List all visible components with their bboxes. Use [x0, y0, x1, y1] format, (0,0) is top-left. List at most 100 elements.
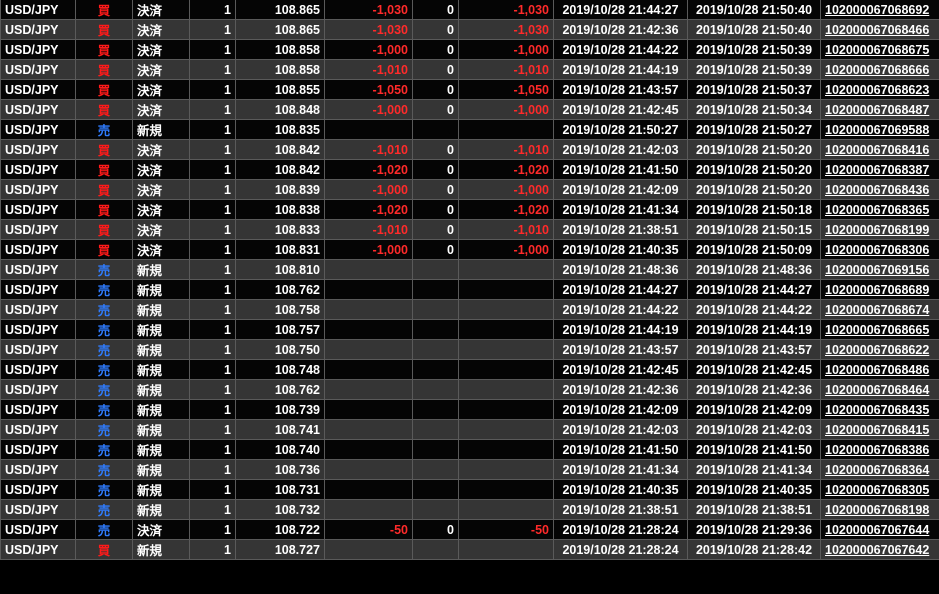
trade-side-cell: 買 [75, 539, 133, 560]
table-row[interactable]: USD/JPY 売新規 1 108.736 2019/10/28 21:41:34 201… [0, 459, 939, 480]
order-id-link[interactable]: 102000067068364 [825, 462, 930, 477]
order-id-link[interactable]: 102000067068466 [825, 22, 930, 37]
table-row[interactable]: USD/JPY 売新規 1 108.732 2019/10/28 21:38:51 201… [0, 499, 939, 520]
table-row[interactable]: USD/JPY 売新規 1 108.758 2019/10/28 21:44:22 201… [0, 299, 939, 320]
table-row[interactable]: USD/JPY 買決済 1 108.855 -1,050 0 -1,050 2019/10/2… [0, 79, 939, 100]
table-row[interactable]: USD/JPY 買決済 1 108.858 -1,010 0 -1,010 2019/10/2… [0, 59, 939, 80]
table-row[interactable]: USD/JPY 売新規 1 108.835 2019/10/28 21:50:27 201… [0, 119, 939, 140]
table-row[interactable]: USD/JPY 買決済 1 108.848 -1,000 0 -1,000 2019/10/2… [0, 99, 939, 120]
currency-pair-cell: USD/JPY [0, 119, 76, 140]
currency-pair-cell: USD/JPY [0, 79, 76, 100]
order-id-link[interactable]: 102000067068306 [825, 242, 930, 257]
swap-points-cell [412, 539, 459, 560]
execution-price-cell: 108.748 [235, 359, 325, 380]
execution-price-cell: 108.757 [235, 319, 325, 340]
profit-loss-cell: -1,020 [324, 159, 413, 180]
order-id-link-cell: 102000067068387 [820, 159, 939, 180]
order-id-link[interactable]: 102000067068622 [825, 342, 930, 357]
execution-time-cell: 2019/10/28 21:50:27 [687, 119, 821, 140]
order-id-link[interactable]: 102000067068435 [825, 402, 930, 417]
order-id-link[interactable]: 102000067067644 [825, 522, 930, 537]
order-id-link[interactable]: 102000067069588 [825, 122, 930, 137]
order-id-link[interactable]: 102000067069156 [825, 262, 930, 277]
order-id-link[interactable]: 102000067068675 [825, 42, 930, 57]
execution-time-cell: 2019/10/28 21:42:36 [687, 379, 821, 400]
total-profit-loss-cell [458, 279, 554, 300]
execution-price-cell: 108.858 [235, 59, 325, 80]
execution-time-cell: 2019/10/28 21:50:20 [687, 179, 821, 200]
table-row[interactable]: USD/JPY 売新規 1 108.762 2019/10/28 21:42:36 201… [0, 379, 939, 400]
order-time-cell: 2019/10/28 21:43:57 [553, 339, 688, 360]
order-type-cell: 新規 [132, 419, 190, 440]
total-profit-loss-cell [458, 419, 554, 440]
order-time-cell: 2019/10/28 21:41:34 [553, 459, 688, 480]
table-row[interactable]: USD/JPY 売新規 1 108.757 2019/10/28 21:44:19 201… [0, 319, 939, 340]
table-row[interactable]: USD/JPY 買決済 1 108.838 -1,020 0 -1,020 2019/10/2… [0, 199, 939, 220]
execution-price-cell: 108.731 [235, 479, 325, 500]
quantity-cell: 1 [189, 339, 236, 360]
table-row[interactable]: USD/JPY 買決済 1 108.842 -1,020 0 -1,020 2019/10/2… [0, 159, 939, 180]
order-id-link[interactable]: 102000067068415 [825, 422, 930, 437]
execution-price-cell: 108.758 [235, 299, 325, 320]
execution-price-cell: 108.838 [235, 199, 325, 220]
order-id-link[interactable]: 102000067068305 [825, 482, 930, 497]
order-time-cell: 2019/10/28 21:44:22 [553, 39, 688, 60]
table-row[interactable]: USD/JPY 売新規 1 108.748 2019/10/28 21:42:45 201… [0, 359, 939, 380]
order-id-link[interactable]: 102000067068666 [825, 62, 930, 77]
order-id-link[interactable]: 102000067068436 [825, 182, 930, 197]
table-row[interactable]: USD/JPY 売新規 1 108.741 2019/10/28 21:42:03 201… [0, 419, 939, 440]
table-row[interactable]: USD/JPY 売新規 1 108.810 2019/10/28 21:48:36 201… [0, 259, 939, 280]
table-row[interactable]: USD/JPY 買新規 1 108.727 2019/10/28 21:28:24 201… [0, 539, 939, 560]
table-row[interactable]: USD/JPY 買決済 1 108.833 -1,010 0 -1,010 2019/10/2… [0, 219, 939, 240]
quantity-cell: 1 [189, 159, 236, 180]
order-id-link[interactable]: 102000067068689 [825, 282, 930, 297]
table-row[interactable]: USD/JPY 買決済 1 108.858 -1,000 0 -1,000 2019/10/2… [0, 39, 939, 60]
currency-pair-cell: USD/JPY [0, 139, 76, 160]
execution-time-cell: 2019/10/28 21:48:36 [687, 259, 821, 280]
order-id-link-cell: 102000067068666 [820, 59, 939, 80]
order-id-link[interactable]: 102000067068416 [825, 142, 930, 157]
order-time-cell: 2019/10/28 21:43:57 [553, 79, 688, 100]
order-id-link[interactable]: 102000067067642 [825, 542, 930, 557]
table-row[interactable]: USD/JPY 売新規 1 108.762 2019/10/28 21:44:27 201… [0, 279, 939, 300]
execution-time-cell: 2019/10/28 21:41:34 [687, 459, 821, 480]
table-row[interactable]: USD/JPY 買決済 1 108.865 -1,030 0 -1,030 2019/10/2… [0, 19, 939, 40]
table-row[interactable]: USD/JPY 買決済 1 108.842 -1,010 0 -1,010 2019/10/2… [0, 139, 939, 160]
order-id-link[interactable]: 102000067068365 [825, 202, 930, 217]
table-row[interactable]: USD/JPY 売決済 1 108.722 -50 0 -50 2019/10/28 21:2… [0, 519, 939, 540]
table-row[interactable]: USD/JPY 買決済 1 108.839 -1,000 0 -1,000 2019/10/2… [0, 179, 939, 200]
profit-loss-cell: -1,030 [324, 0, 413, 20]
order-id-link[interactable]: 102000067068674 [825, 302, 930, 317]
swap-points-cell [412, 399, 459, 420]
profit-loss-cell [324, 419, 413, 440]
total-profit-loss-cell [458, 319, 554, 340]
currency-pair-cell: USD/JPY [0, 519, 76, 540]
trade-side-cell: 売 [75, 319, 133, 340]
quantity-cell: 1 [189, 239, 236, 260]
trade-side-cell: 買 [75, 139, 133, 160]
order-id-link[interactable]: 102000067068692 [825, 2, 930, 17]
order-id-link[interactable]: 102000067068665 [825, 322, 930, 337]
quantity-cell: 1 [189, 199, 236, 220]
trade-history-body: USD/JPY 買決済 1 108.865 -1,030 0 -1,030 2019/10/2… [0, 0, 939, 560]
order-id-link[interactable]: 102000067068387 [825, 162, 930, 177]
table-row[interactable]: USD/JPY 買決済 1 108.831 -1,000 0 -1,000 2019/10/2… [0, 239, 939, 260]
order-id-link[interactable]: 102000067068198 [825, 502, 930, 517]
trade-side-cell: 買 [75, 79, 133, 100]
total-profit-loss-cell [458, 259, 554, 280]
order-id-link[interactable]: 102000067068386 [825, 442, 930, 457]
table-row[interactable]: USD/JPY 買決済 1 108.865 -1,030 0 -1,030 2019/10/2… [0, 0, 939, 20]
swap-points-cell: 0 [412, 139, 459, 160]
profit-loss-cell [324, 479, 413, 500]
order-id-link[interactable]: 102000067068487 [825, 102, 930, 117]
table-row[interactable]: USD/JPY 売新規 1 108.740 2019/10/28 21:41:50 201… [0, 439, 939, 460]
order-id-link[interactable]: 102000067068486 [825, 362, 930, 377]
swap-points-cell [412, 359, 459, 380]
table-row[interactable]: USD/JPY 売新規 1 108.731 2019/10/28 21:40:35 201… [0, 479, 939, 500]
table-row[interactable]: USD/JPY 売新規 1 108.750 2019/10/28 21:43:57 201… [0, 339, 939, 360]
order-id-link[interactable]: 102000067068199 [825, 222, 930, 237]
order-id-link[interactable]: 102000067068623 [825, 82, 930, 97]
table-row[interactable]: USD/JPY 売新規 1 108.739 2019/10/28 21:42:09 201… [0, 399, 939, 420]
order-id-link[interactable]: 102000067068464 [825, 382, 930, 397]
execution-time-cell: 2019/10/28 21:50:40 [687, 19, 821, 40]
